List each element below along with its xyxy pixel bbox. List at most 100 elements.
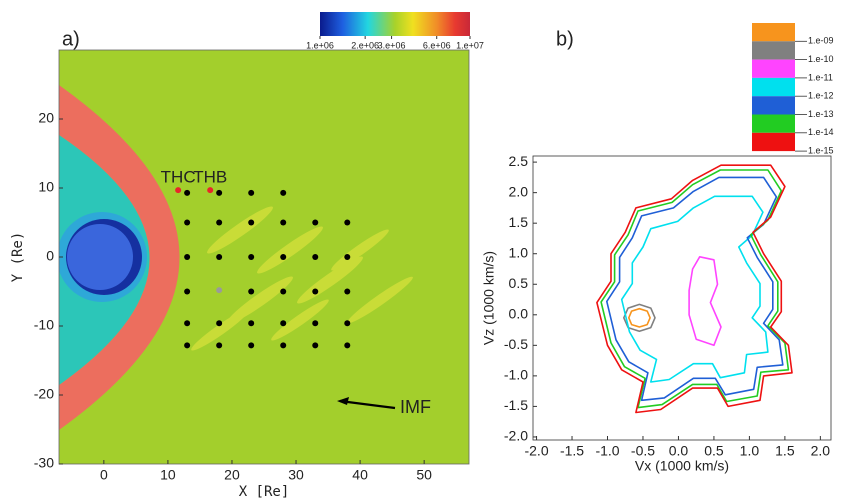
data-point <box>184 342 191 349</box>
legend-label: 1.e-11 <box>808 72 833 82</box>
x-tick-label: -1.0 <box>595 443 619 459</box>
legend-swatch <box>752 77 795 97</box>
contour-line <box>596 164 793 414</box>
data-point <box>184 254 191 260</box>
legend-label: 1.e-15 <box>808 145 834 155</box>
data-point <box>344 219 351 226</box>
x-tick-label: 50 <box>416 467 432 483</box>
contour-line <box>620 195 769 383</box>
contour-line <box>623 303 656 333</box>
x-axis-label: X [Re] <box>239 484 290 500</box>
legend-label: 1.e-13 <box>808 109 834 119</box>
data-point <box>248 189 255 196</box>
y-tick-label: -2.0 <box>504 428 528 444</box>
point-label: THB <box>193 168 227 187</box>
y-tick-label: 2.0 <box>509 183 529 199</box>
y-tick-label: -20 <box>34 386 54 402</box>
magnetosheath <box>59 85 180 430</box>
y-tick-label: -10 <box>34 317 54 333</box>
point-label: THC <box>161 168 196 187</box>
y-tick-label: -0.5 <box>504 336 528 352</box>
y-tick-label: 1.5 <box>509 214 529 230</box>
data-point <box>312 288 319 295</box>
legend-swatch <box>752 96 795 115</box>
legend-swatch <box>752 132 795 152</box>
y-axis-label: Y (Re) <box>10 232 26 283</box>
contour-line <box>600 169 790 409</box>
data-point <box>248 342 255 349</box>
y-tick-label: 1.0 <box>509 244 529 260</box>
data-point <box>216 342 223 349</box>
x-tick-label: -1.5 <box>560 443 584 459</box>
y-tick-label: 0 <box>46 248 54 264</box>
colorbar-tick-label: 2.e+06 <box>351 40 379 50</box>
x-tick-label: 1.5 <box>775 443 795 459</box>
data-point <box>207 187 214 194</box>
legend-swatch <box>752 41 795 60</box>
y-tick-label: -1.5 <box>504 397 528 413</box>
colorbar-tick-label: 1.e+06 <box>306 40 334 50</box>
legend-label: 1.e-14 <box>808 127 834 137</box>
legend-label: 1.e-12 <box>808 91 834 101</box>
x-tick-label: 40 <box>352 467 368 483</box>
imf-arrowhead <box>337 397 349 405</box>
y-axis-label: Vz (1000 km/s) <box>481 251 497 345</box>
data-point <box>344 342 351 349</box>
legend-swatch <box>752 59 795 78</box>
x-tick-label: 0 <box>100 467 108 483</box>
colorbar-tick-label: 6.e+06 <box>423 40 451 50</box>
x-tick-label: 20 <box>224 467 240 483</box>
x-tick-label: 2.0 <box>811 443 831 459</box>
data-point <box>280 288 287 295</box>
data-point <box>248 219 255 226</box>
data-point <box>216 189 223 196</box>
legend-swatch <box>752 114 795 133</box>
earth <box>67 224 133 290</box>
data-point <box>280 189 287 196</box>
y-tick-label: 0.0 <box>509 305 529 321</box>
x-tick-label: 1.0 <box>740 443 760 459</box>
colorbar-tick-label: 3.e+06 <box>378 40 406 50</box>
annotation: IMF <box>400 397 431 417</box>
data-point <box>312 254 319 260</box>
data-point <box>248 254 255 260</box>
y-tick-label: 2.5 <box>509 153 529 169</box>
data-point <box>216 254 223 260</box>
data-point <box>248 320 255 327</box>
colorbar <box>320 12 470 36</box>
plot-frame <box>532 155 832 441</box>
legend-label: 1.e-09 <box>808 36 834 46</box>
data-point <box>344 320 351 327</box>
data-point <box>184 320 191 327</box>
x-tick-label: -0.5 <box>631 443 655 459</box>
colorbar-tick-label: 1.e+07 <box>456 40 484 50</box>
x-tick-label: 10 <box>160 467 176 483</box>
x-tick-label: -2.0 <box>524 443 548 459</box>
contour-line <box>628 307 651 328</box>
data-point <box>280 254 287 260</box>
legend-swatch <box>752 23 795 42</box>
data-point <box>280 342 287 349</box>
data-point <box>216 320 223 327</box>
data-point <box>216 287 223 294</box>
data-point <box>280 320 287 327</box>
y-tick-label: -30 <box>34 455 54 471</box>
contour-line <box>688 256 722 347</box>
x-tick-label: 0.5 <box>704 443 724 459</box>
x-tick-label: 30 <box>288 467 304 483</box>
data-point <box>344 288 351 295</box>
y-tick-label: 0.5 <box>509 275 529 291</box>
data-point <box>248 288 255 295</box>
data-point <box>184 288 191 295</box>
data-point <box>184 189 191 196</box>
panel-label: b) <box>556 28 574 50</box>
data-point <box>175 187 182 194</box>
legend-label: 1.e-10 <box>808 54 834 64</box>
x-tick-label: 0.0 <box>669 443 689 459</box>
simulation-field <box>59 50 469 464</box>
y-tick-label: 10 <box>38 179 54 195</box>
data-point <box>312 342 319 349</box>
y-tick-label: -1.0 <box>504 367 528 383</box>
data-point <box>216 219 223 226</box>
